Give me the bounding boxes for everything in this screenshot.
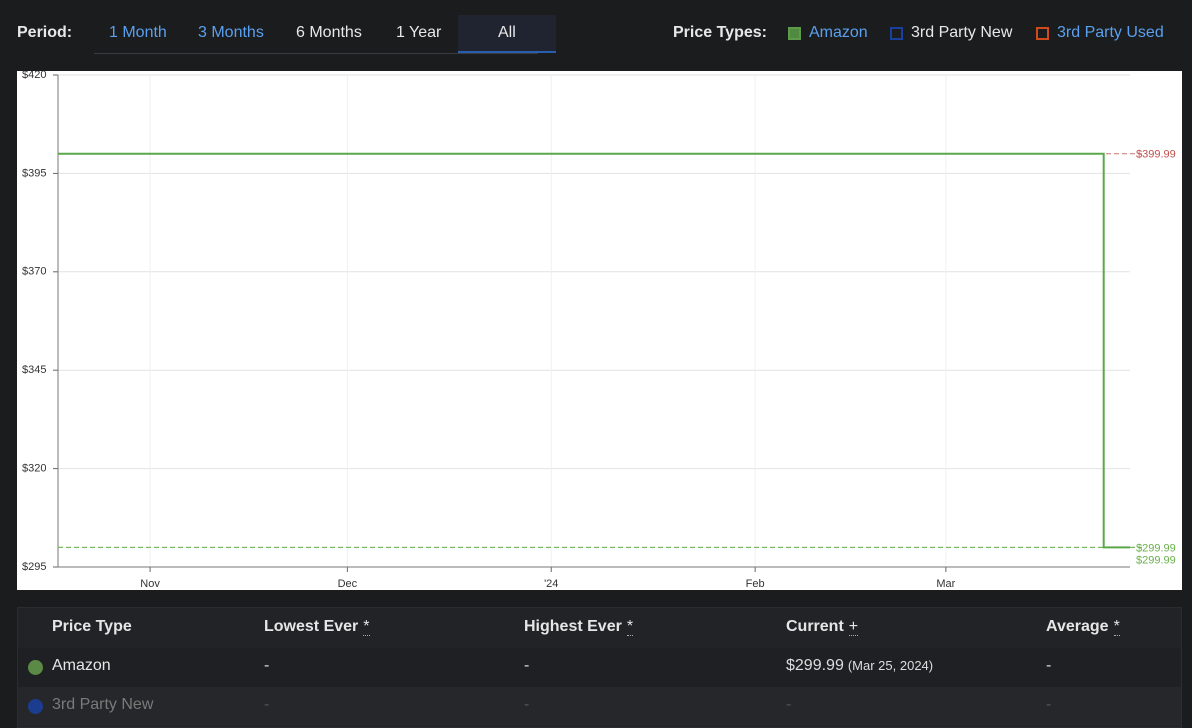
series-dot <box>28 660 43 675</box>
cell: - <box>524 657 530 674</box>
y-tick-label: $295 <box>22 561 46 573</box>
checkbox-label[interactable]: 3rd Party Used <box>1057 24 1164 41</box>
x-tick-label: Nov <box>140 578 160 590</box>
checkbox-label[interactable]: Amazon <box>809 24 868 41</box>
header-label: Lowest Ever <box>264 618 359 635</box>
current-date: (Mar 25, 2024) <box>847 658 934 673</box>
table-header: Price Type <box>52 618 132 636</box>
header-marker: * <box>363 618 370 636</box>
period-button[interactable]: All <box>458 15 556 53</box>
y-tick-label: $395 <box>22 167 46 179</box>
cell: - <box>786 696 792 713</box>
row-type: 3rd Party New <box>52 696 154 713</box>
period-button[interactable]: 1 Month <box>109 24 167 41</box>
row-type: Amazon <box>52 657 111 674</box>
header-label: Price Type <box>52 618 132 635</box>
chart: $295 $320 $345 $370 $395 $420 Nov Dec '24 Feb Mar $… <box>17 71 1182 590</box>
y-tick-label: $320 <box>22 463 46 475</box>
period-button[interactable]: 1 Year <box>396 24 442 41</box>
header-marker: * <box>1113 618 1120 636</box>
header-label: Highest Ever <box>524 618 622 635</box>
header-label: Current <box>786 618 844 635</box>
price-type-checkbox[interactable]: 3rd Party New <box>890 24 1012 42</box>
cell: - <box>524 696 530 713</box>
price-type-checkbox[interactable]: Amazon <box>788 24 868 42</box>
table-header: Average * <box>1046 618 1120 636</box>
cell: - <box>1046 657 1052 674</box>
y-tick-label: $370 <box>22 266 46 278</box>
cell: - <box>264 696 270 713</box>
period-underline <box>94 53 538 54</box>
row-background <box>18 648 1181 687</box>
header-label: Average <box>1046 618 1109 635</box>
checkbox-label[interactable]: 3rd Party New <box>911 24 1013 41</box>
reference-label: $299.99 <box>1136 542 1176 554</box>
checkbox[interactable] <box>1036 26 1049 40</box>
row-background <box>18 687 1181 726</box>
price-type-checkbox[interactable]: 3rd Party Used <box>1036 24 1164 42</box>
period-label: Period: <box>17 24 73 41</box>
types-label: Price Types: <box>673 24 767 41</box>
period-button[interactable]: 3 Months <box>198 24 264 41</box>
reference-label: $399.99 <box>1136 149 1176 161</box>
checkbox[interactable] <box>890 26 903 40</box>
reference-label: $299.99 <box>1136 554 1176 566</box>
x-tick-label: Feb <box>746 578 765 590</box>
table-header: Highest Ever * <box>524 618 634 636</box>
cell: $299.99 (Mar 25, 2024) <box>786 657 934 674</box>
period-button[interactable]: 6 Months <box>296 24 362 41</box>
price-line <box>58 152 1130 549</box>
table-header: Current + <box>786 618 859 636</box>
x-tick-label: '24 <box>544 578 558 590</box>
cell: - <box>264 657 270 674</box>
header-marker: + <box>848 618 859 636</box>
y-tick-label: $345 <box>22 364 46 376</box>
checkbox[interactable] <box>788 26 801 40</box>
table-header: Lowest Ever * <box>264 618 370 636</box>
cell: - <box>1046 696 1052 713</box>
y-tick-label: $420 <box>22 71 46 81</box>
header-marker: * <box>626 618 634 636</box>
series-dot <box>28 699 43 714</box>
x-tick-label: Mar <box>936 578 955 590</box>
x-tick-label: Dec <box>338 578 358 590</box>
